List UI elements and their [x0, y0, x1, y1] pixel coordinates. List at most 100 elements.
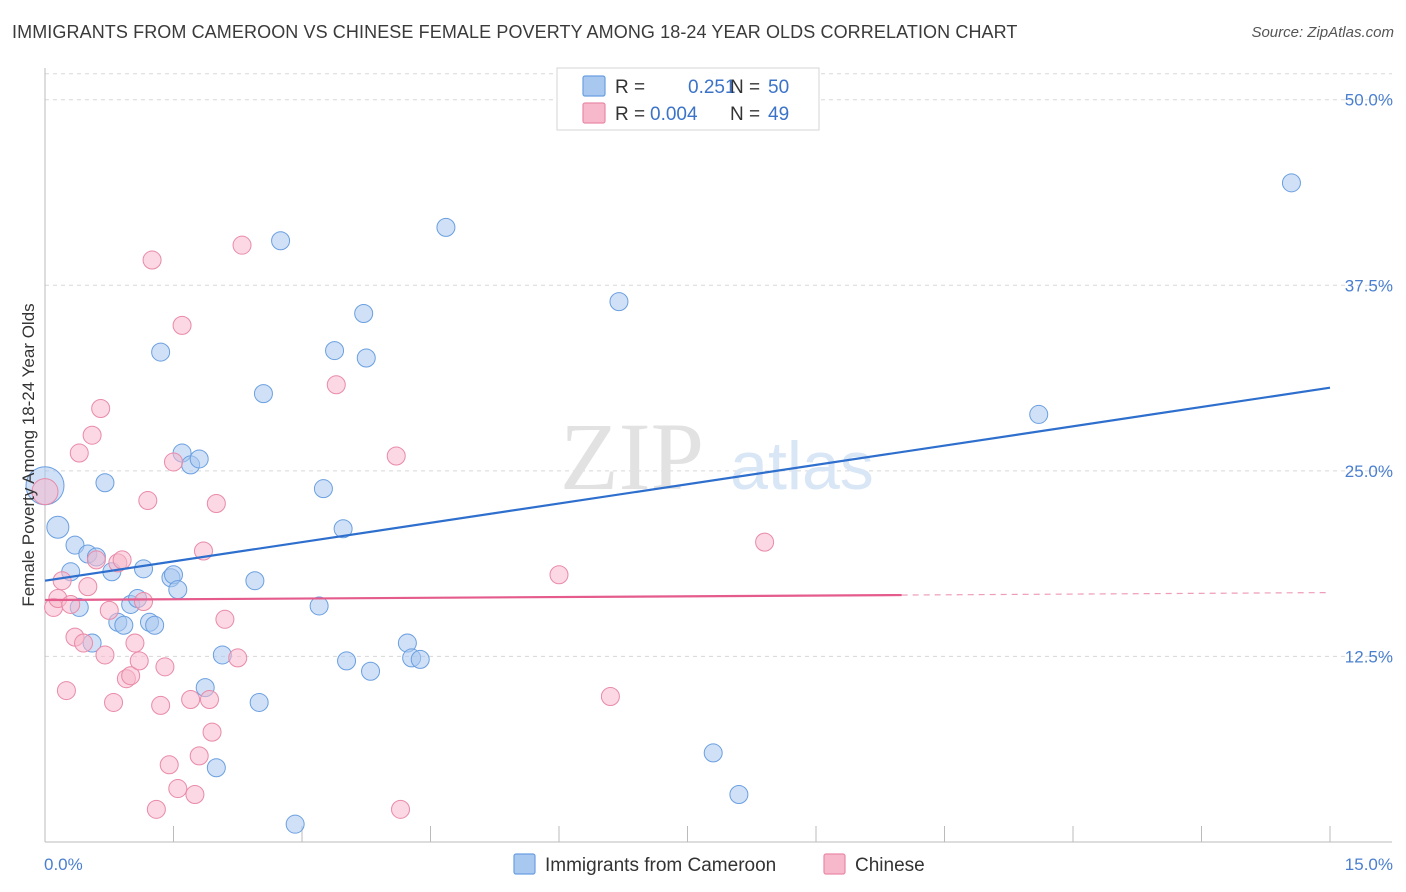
blue-point	[285, 814, 305, 834]
pink-r-label: R =	[615, 104, 645, 125]
blue-point	[410, 649, 430, 669]
source-label: Source: ZipAtlas.com	[1251, 24, 1394, 41]
grid-lines	[45, 73, 1392, 657]
blue-point	[309, 596, 329, 616]
blue-point	[729, 784, 749, 804]
x-tick-labels: 0.0% 15.0%	[44, 855, 1393, 874]
pink-point	[52, 571, 72, 591]
axes	[44, 68, 1392, 843]
blue-point	[1281, 173, 1301, 193]
x-tick-label: 0.0%	[44, 855, 83, 874]
blue-trend-line	[44, 386, 1331, 582]
pink-point	[549, 565, 569, 585]
pink-point	[82, 425, 102, 445]
blue-n-label: N =	[730, 77, 760, 98]
legend-swatch-chinese	[823, 853, 846, 875]
pink-point	[228, 648, 248, 668]
blue-point	[168, 580, 188, 600]
blue-point	[253, 384, 273, 404]
pink-point	[232, 235, 252, 255]
blue-r-value: 0.251	[688, 77, 736, 98]
blue-r-label: R =	[615, 77, 645, 98]
pink-point	[86, 550, 106, 570]
blue-point	[271, 231, 291, 251]
pink-point	[326, 375, 346, 395]
pink-point	[91, 398, 111, 418]
blue-point	[95, 473, 115, 493]
pink-point	[391, 799, 411, 819]
pink-point	[168, 779, 188, 799]
pink-trend-line	[44, 593, 902, 602]
pink-point	[121, 666, 141, 686]
pink-n-value: 49	[768, 104, 789, 125]
blue-swatch	[582, 75, 606, 97]
pink-point	[600, 687, 620, 707]
pink-point	[125, 633, 145, 653]
trend-lines	[44, 386, 1331, 602]
pink-point	[142, 250, 162, 270]
pink-swatch	[582, 102, 606, 124]
pink-point	[138, 491, 158, 511]
blue-point	[609, 292, 629, 312]
blue-point	[325, 341, 345, 361]
pink-point	[386, 446, 406, 466]
blue-point	[1029, 404, 1049, 424]
pink-point	[78, 577, 98, 597]
legend-swatch-cameroon	[513, 853, 536, 875]
pink-point	[185, 784, 205, 804]
pink-point	[146, 799, 166, 819]
pink-point	[215, 609, 235, 629]
watermark: ZIP atlas	[560, 403, 874, 510]
pink-n-label: N =	[730, 104, 760, 125]
pink-point	[99, 600, 119, 620]
watermark-zip: ZIP	[560, 403, 704, 510]
pink-point	[172, 315, 192, 335]
pink-point	[134, 591, 154, 611]
stats-legend: R = 0.251 N = 50 R = 0.004 N = 49	[556, 67, 820, 131]
blue-point	[212, 645, 232, 665]
pink-point	[189, 746, 209, 766]
pink-point	[56, 681, 76, 701]
blue-point	[114, 615, 134, 635]
pink-point	[112, 550, 132, 570]
blue-point	[703, 743, 723, 763]
legend-label-cameroon: Immigrants from Cameroon	[545, 855, 776, 876]
blue-point	[189, 449, 209, 469]
pink-point	[181, 689, 201, 709]
pink-point	[61, 594, 81, 614]
blue-point	[354, 303, 374, 323]
blue-point	[151, 342, 171, 362]
pink-point	[755, 532, 775, 552]
pink-point	[74, 633, 94, 653]
legend-label-chinese: Chinese	[855, 855, 925, 876]
pink-point	[69, 443, 89, 463]
pink-point	[155, 657, 175, 677]
blue-point	[249, 692, 269, 712]
y-axis-title: Female Poverty Among 18-24 Year Olds	[19, 303, 38, 606]
blue-point	[313, 479, 333, 499]
blue-point	[134, 559, 154, 579]
blue-point	[361, 661, 381, 681]
blue-n-value: 50	[768, 77, 789, 98]
blue-point	[145, 615, 165, 635]
blue-point	[46, 515, 70, 539]
pink-r-value: 0.004	[650, 104, 698, 125]
pink-point	[151, 695, 171, 715]
pink-point	[159, 755, 179, 775]
blue-point	[436, 217, 456, 237]
blue-point	[206, 758, 226, 778]
y-tick-labels: 12.5% 25.0% 37.5% 50.0%	[1345, 91, 1393, 667]
blue-point	[245, 571, 265, 591]
pink-point	[129, 651, 149, 671]
pink-point	[104, 692, 124, 712]
blue-point	[333, 519, 353, 539]
pink-point	[164, 452, 183, 472]
blue-point	[356, 348, 376, 368]
pink-point	[206, 494, 226, 514]
pink-point	[199, 689, 219, 709]
blue-point	[337, 651, 357, 671]
pink-point	[95, 645, 115, 665]
y-tick-label: 37.5%	[1345, 276, 1393, 295]
pink-point	[202, 722, 222, 742]
